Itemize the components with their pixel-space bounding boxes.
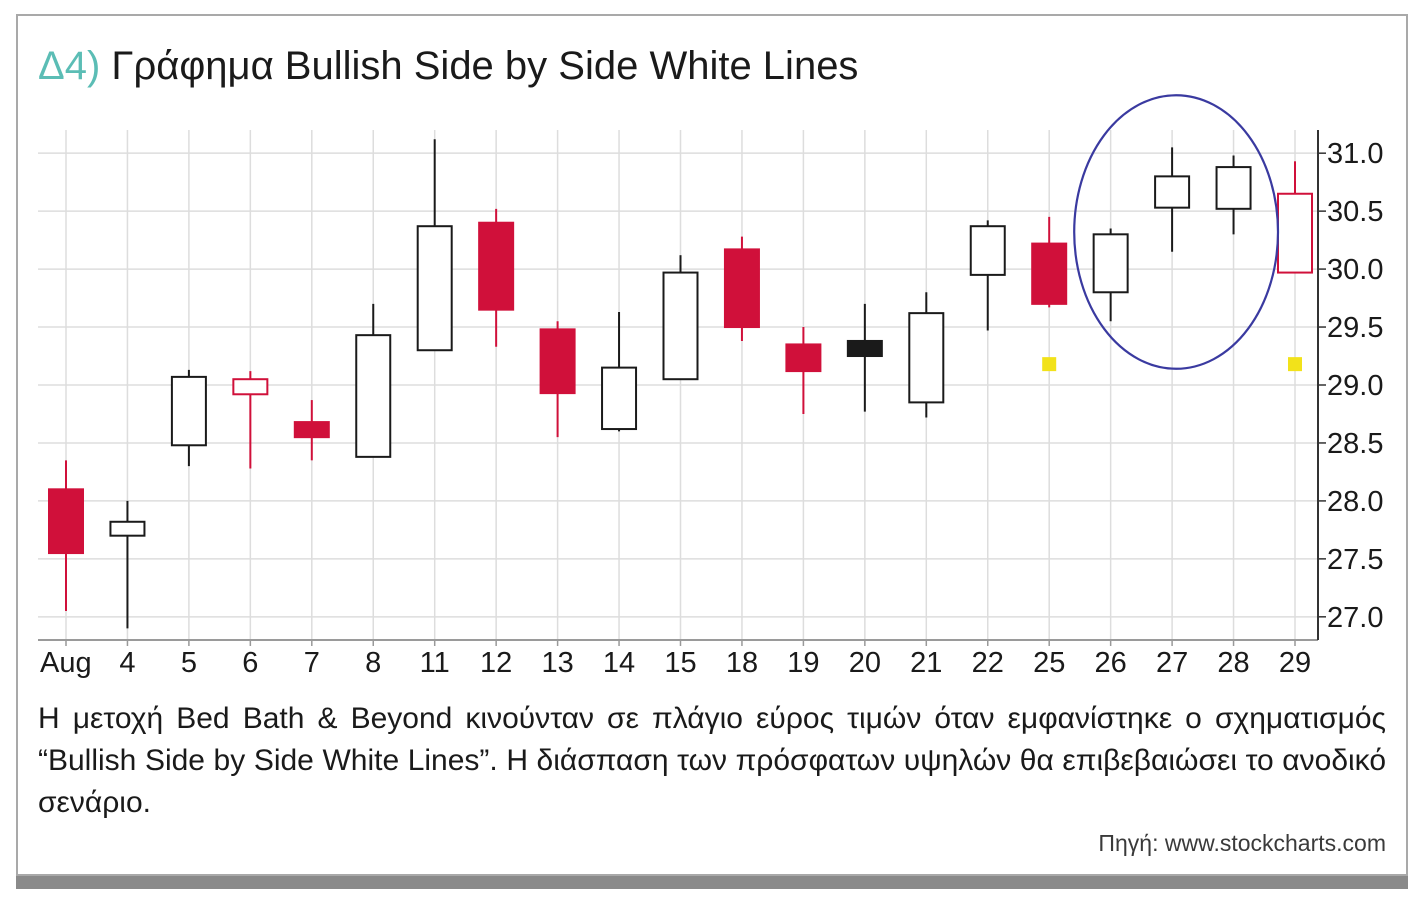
candle (1215, 155, 1252, 235)
highlight-overlay (1042, 94, 1302, 372)
signal-marker (1288, 357, 1302, 372)
x-tick-label: 28 (1217, 647, 1249, 679)
candle-body (170, 375, 207, 447)
candle (355, 303, 392, 458)
candle-body (539, 328, 576, 395)
candle-body (355, 334, 392, 458)
x-tick-label: 29 (1279, 647, 1311, 679)
candle-body (293, 421, 330, 439)
candle (416, 139, 453, 352)
candle (1154, 147, 1191, 252)
x-tick-label: 18 (726, 647, 758, 679)
candle (48, 460, 84, 612)
x-tick-label: 11 (420, 647, 450, 679)
candle (601, 311, 638, 432)
candle-body (48, 488, 84, 555)
y-tick-label: 28.0 (1327, 486, 1383, 518)
candle-body (785, 343, 822, 373)
figure-number: Δ4) (38, 44, 101, 88)
chart-title: Δ4) Γράφημα Bullish Side by Side White L… (38, 44, 858, 89)
highlight-circle (1073, 94, 1280, 370)
candle (1031, 216, 1068, 308)
y-tick-label: 31.0 (1327, 138, 1383, 170)
candles (48, 139, 1313, 629)
title-text: Γράφημα Bullish Side by Side White Lines (111, 44, 859, 88)
x-tick-label: 14 (603, 647, 635, 679)
x-tick-label: 12 (480, 647, 512, 679)
x-tick-label: 15 (664, 647, 696, 679)
candle (109, 500, 146, 629)
x-tick-label: 4 (119, 647, 135, 679)
axes: 27.0 27.5 28.0 28.5 29.0 29.5 30.0 30.5 31.0 Aug 4… (38, 130, 1383, 679)
candle (478, 208, 515, 347)
candle (723, 236, 760, 341)
candle (662, 255, 699, 381)
caption-text: Η μετοχή Bed Bath & Beyond κινούνταν σε … (38, 702, 1386, 819)
x-tick-label: 25 (1033, 647, 1065, 679)
candle (1092, 228, 1129, 322)
y-tick-label: 29.0 (1327, 370, 1383, 402)
figure-frame (16, 14, 1408, 876)
candle (969, 220, 1006, 331)
candle-body (232, 378, 269, 396)
candle-body (662, 271, 699, 381)
y-tick-label: 27.5 (1327, 544, 1383, 576)
y-tick-label: 29.5 (1327, 312, 1383, 344)
x-tick-label: 6 (242, 647, 258, 679)
candle-body (723, 248, 760, 329)
signal-marker (1042, 357, 1057, 372)
y-tick-label: 30.5 (1327, 196, 1383, 228)
candle (539, 321, 576, 438)
candle (232, 371, 269, 469)
x-tick-label: 13 (541, 647, 573, 679)
bottom-bar (16, 876, 1408, 889)
x-tick-label: 5 (181, 647, 197, 679)
candle-body (846, 339, 883, 358)
candle-body (416, 225, 453, 352)
x-tick-label: 22 (972, 647, 1004, 679)
y-tick-label: 30.0 (1327, 254, 1383, 286)
candle (293, 400, 330, 461)
x-tick-label: 21 (910, 647, 942, 679)
candle-body (601, 366, 638, 431)
x-tick-label: 8 (365, 647, 381, 679)
x-tick-label: 19 (787, 647, 819, 679)
candle-body (478, 221, 515, 311)
y-tick-label: 27.0 (1327, 602, 1383, 634)
x-tick-label: 7 (304, 647, 320, 679)
candle (785, 327, 822, 414)
x-tick-label: 26 (1095, 647, 1127, 679)
candle-body (1277, 192, 1313, 274)
candle-body (969, 225, 1006, 276)
candle (908, 292, 945, 418)
candle-body (109, 520, 146, 537)
candle (1277, 161, 1313, 274)
source-credit: Πηγή: www.stockcharts.com (1098, 830, 1386, 856)
candle-body (908, 312, 945, 404)
x-tick-label: Aug (40, 647, 92, 679)
candle-body (1031, 242, 1068, 305)
grid (38, 130, 1318, 640)
y-tick-label: 28.5 (1327, 428, 1383, 460)
candle-body (1215, 166, 1252, 210)
x-tick-label: 20 (849, 647, 881, 679)
candle-body (1154, 175, 1191, 209)
candle (170, 369, 207, 467)
candle-body (1092, 233, 1129, 294)
x-tick-label: 27 (1156, 647, 1188, 679)
candle (846, 303, 883, 412)
